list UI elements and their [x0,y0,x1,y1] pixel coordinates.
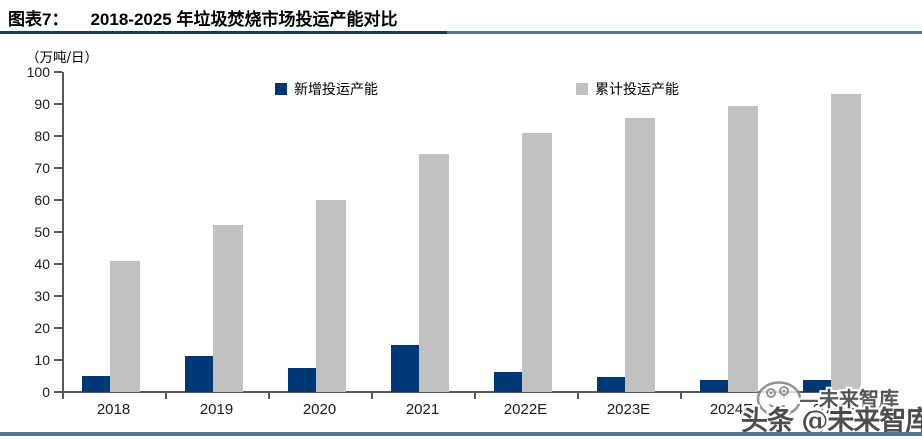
y-axis-tick-mark [54,135,62,137]
bar-cumulative-capacity [316,200,346,392]
x-axis-category-label: 2021 [405,401,440,418]
bar-new-capacity [494,371,522,392]
bar-new-capacity [597,377,625,392]
x-axis-tick-mark [783,393,785,399]
figure-number-label: 图表7： [8,10,69,29]
page-bottom-rule [0,432,922,436]
bar-cumulative-capacity [522,132,552,392]
y-axis-tick-label: 90 [34,96,50,112]
legend-swatch-cumulative-capacity [576,83,588,95]
y-axis-tick-label: 70 [34,160,50,176]
y-axis-tick-label: 30 [34,288,50,304]
x-axis-category-label: 2019 [199,401,234,418]
x-axis-category-label: 2023E [606,401,651,418]
bar-cumulative-capacity [831,94,861,392]
x-axis-category-label: 2020 [302,401,337,418]
x-axis-category-label: 2025E [812,401,857,418]
bar-new-capacity [803,380,831,392]
bar-cumulative-capacity [625,118,655,392]
x-axis-tick-mark [474,393,476,399]
y-axis-tick-mark [54,327,62,329]
y-axis-tick-label: 100 [26,64,50,80]
y-axis-tick-label: 10 [34,352,50,368]
y-axis-tick-mark [54,263,62,265]
title-underline [0,31,447,34]
y-axis-unit-label: （万吨/日） [26,50,99,66]
y-axis-tick-mark [54,71,62,73]
bar-new-capacity [185,356,213,392]
bar-cumulative-capacity [110,260,140,392]
legend-item-new-capacity: 新增投运产能 [275,79,378,99]
y-axis-tick-mark [54,391,62,393]
x-axis-category-label: 2024E [709,401,754,418]
y-axis-tick-mark [54,359,62,361]
y-axis-tick-mark [54,167,62,169]
y-axis-tick-label: 40 [34,256,50,272]
legend-item-cumulative-capacity: 累计投运产能 [576,79,679,99]
x-axis-line [62,391,887,393]
header-rule [447,31,922,34]
y-axis-tick-mark [54,231,62,233]
bar-cumulative-capacity [728,106,758,392]
figure-title: 2018-2025 年垃圾焚烧市场投运产能对比 [90,10,398,29]
y-axis-line [62,72,64,393]
x-axis-tick-mark [62,393,64,399]
bar-new-capacity [288,368,316,392]
x-axis-tick-mark [371,393,373,399]
x-axis-tick-mark [165,393,167,399]
bar-new-capacity [391,344,419,392]
figure-header: 图表7： 2018-2025 年垃圾焚烧市场投运产能对比 [8,5,398,30]
x-axis-tick-mark [680,393,682,399]
x-axis-category-label: 2022E [503,401,548,418]
y-axis-tick-label: 80 [34,128,50,144]
x-axis-tick-mark [268,393,270,399]
y-axis-tick-mark [54,199,62,201]
y-axis-tick-label: 50 [34,224,50,240]
legend-label-new-capacity: 新增投运产能 [294,82,378,98]
x-axis-tick-mark [886,393,888,399]
x-axis-tick-mark [577,393,579,399]
y-axis-tick-label: 20 [34,320,50,336]
legend-label-cumulative-capacity: 累计投运产能 [595,82,679,98]
y-axis-tick-mark [54,103,62,105]
y-axis-tick-mark [54,295,62,297]
legend-swatch-new-capacity [275,83,287,95]
bar-new-capacity [82,376,110,392]
y-axis-tick-label: 0 [42,384,50,400]
x-axis-category-label: 2018 [96,401,131,418]
bar-cumulative-capacity [213,224,243,392]
bar-cumulative-capacity [419,153,449,392]
bar-new-capacity [700,379,728,392]
y-axis-tick-label: 60 [34,192,50,208]
